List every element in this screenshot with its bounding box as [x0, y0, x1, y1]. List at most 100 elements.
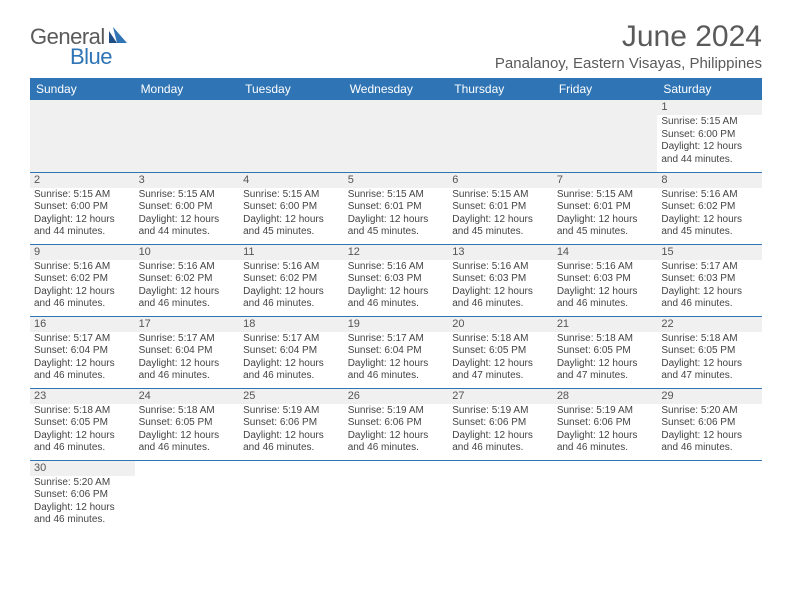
day-details: Sunrise: 5:18 AMSunset: 6:05 PMDaylight:… — [657, 332, 762, 385]
day-details: Sunrise: 5:19 AMSunset: 6:06 PMDaylight:… — [448, 404, 553, 457]
sunset-line: Sunset: 6:06 PM — [348, 417, 445, 430]
sunset-line: Sunset: 6:01 PM — [348, 201, 445, 214]
sunrise-line: Sunrise: 5:17 AM — [139, 333, 236, 346]
day-header: Wednesday — [344, 78, 449, 100]
day-details: Sunrise: 5:16 AMSunset: 6:03 PMDaylight:… — [344, 260, 449, 313]
day-details: Sunrise: 5:19 AMSunset: 6:06 PMDaylight:… — [239, 404, 344, 457]
day-cell: 18Sunrise: 5:17 AMSunset: 6:04 PMDayligh… — [239, 316, 344, 388]
daylight-line: Daylight: 12 hours and 44 minutes. — [661, 141, 758, 166]
day-cell: 8Sunrise: 5:16 AMSunset: 6:02 PMDaylight… — [657, 172, 762, 244]
sunrise-line: Sunrise: 5:19 AM — [348, 405, 445, 418]
sunrise-line: Sunrise: 5:17 AM — [34, 333, 131, 346]
sunset-line: Sunset: 6:02 PM — [243, 273, 340, 286]
day-cell: 15Sunrise: 5:17 AMSunset: 6:03 PMDayligh… — [657, 244, 762, 316]
day-cell — [553, 100, 658, 172]
sunrise-line: Sunrise: 5:16 AM — [348, 261, 445, 274]
day-number: 6 — [448, 173, 553, 188]
daylight-line: Daylight: 12 hours and 45 minutes. — [452, 214, 549, 239]
day-cell: 30Sunrise: 5:20 AMSunset: 6:06 PMDayligh… — [30, 460, 135, 532]
sunset-line: Sunset: 6:05 PM — [139, 417, 236, 430]
sunrise-line: Sunrise: 5:16 AM — [557, 261, 654, 274]
daylight-line: Daylight: 12 hours and 46 minutes. — [139, 358, 236, 383]
sunset-line: Sunset: 6:04 PM — [348, 345, 445, 358]
day-number: 9 — [30, 245, 135, 260]
day-cell — [135, 460, 240, 532]
day-number: 7 — [553, 173, 658, 188]
sunrise-line: Sunrise: 5:15 AM — [452, 189, 549, 202]
day-number: 21 — [553, 317, 658, 332]
day-cell — [448, 460, 553, 532]
sunrise-line: Sunrise: 5:17 AM — [661, 261, 758, 274]
sunset-line: Sunset: 6:06 PM — [452, 417, 549, 430]
sunset-line: Sunset: 6:05 PM — [661, 345, 758, 358]
day-cell: 10Sunrise: 5:16 AMSunset: 6:02 PMDayligh… — [135, 244, 240, 316]
daylight-line: Daylight: 12 hours and 45 minutes. — [557, 214, 654, 239]
daylight-line: Daylight: 12 hours and 46 minutes. — [452, 430, 549, 455]
sunrise-line: Sunrise: 5:17 AM — [243, 333, 340, 346]
day-details: Sunrise: 5:18 AMSunset: 6:05 PMDaylight:… — [553, 332, 658, 385]
day-number: 26 — [344, 389, 449, 404]
day-number: 14 — [553, 245, 658, 260]
daylight-line: Daylight: 12 hours and 46 minutes. — [348, 286, 445, 311]
daylight-line: Daylight: 12 hours and 44 minutes. — [139, 214, 236, 239]
day-details: Sunrise: 5:18 AMSunset: 6:05 PMDaylight:… — [448, 332, 553, 385]
sunset-line: Sunset: 6:06 PM — [34, 489, 131, 502]
day-cell: 9Sunrise: 5:16 AMSunset: 6:02 PMDaylight… — [30, 244, 135, 316]
sunrise-line: Sunrise: 5:15 AM — [243, 189, 340, 202]
day-number: 30 — [30, 461, 135, 476]
sunset-line: Sunset: 6:01 PM — [557, 201, 654, 214]
day-details: Sunrise: 5:17 AMSunset: 6:04 PMDaylight:… — [30, 332, 135, 385]
day-details: Sunrise: 5:17 AMSunset: 6:04 PMDaylight:… — [344, 332, 449, 385]
daylight-line: Daylight: 12 hours and 46 minutes. — [243, 286, 340, 311]
daylight-line: Daylight: 12 hours and 46 minutes. — [243, 358, 340, 383]
day-number: 29 — [657, 389, 762, 404]
daylight-line: Daylight: 12 hours and 46 minutes. — [452, 286, 549, 311]
day-number: 13 — [448, 245, 553, 260]
sunset-line: Sunset: 6:04 PM — [243, 345, 340, 358]
sunrise-line: Sunrise: 5:15 AM — [348, 189, 445, 202]
day-cell: 14Sunrise: 5:16 AMSunset: 6:03 PMDayligh… — [553, 244, 658, 316]
sunrise-line: Sunrise: 5:20 AM — [34, 477, 131, 490]
sunrise-line: Sunrise: 5:16 AM — [243, 261, 340, 274]
sunset-line: Sunset: 6:03 PM — [452, 273, 549, 286]
day-details: Sunrise: 5:15 AMSunset: 6:00 PMDaylight:… — [30, 188, 135, 241]
daylight-line: Daylight: 12 hours and 46 minutes. — [139, 286, 236, 311]
sunrise-line: Sunrise: 5:19 AM — [243, 405, 340, 418]
sunrise-line: Sunrise: 5:16 AM — [661, 189, 758, 202]
sunset-line: Sunset: 6:05 PM — [557, 345, 654, 358]
day-cell — [657, 460, 762, 532]
day-cell: 13Sunrise: 5:16 AMSunset: 6:03 PMDayligh… — [448, 244, 553, 316]
sunrise-line: Sunrise: 5:19 AM — [452, 405, 549, 418]
day-header-row: Sunday Monday Tuesday Wednesday Thursday… — [30, 78, 762, 100]
day-details: Sunrise: 5:18 AMSunset: 6:05 PMDaylight:… — [30, 404, 135, 457]
sunrise-line: Sunrise: 5:18 AM — [34, 405, 131, 418]
sunrise-line: Sunrise: 5:18 AM — [452, 333, 549, 346]
day-number: 12 — [344, 245, 449, 260]
day-details: Sunrise: 5:16 AMSunset: 6:03 PMDaylight:… — [553, 260, 658, 313]
day-header: Tuesday — [239, 78, 344, 100]
sunset-line: Sunset: 6:06 PM — [661, 417, 758, 430]
day-cell — [239, 100, 344, 172]
day-details: Sunrise: 5:15 AMSunset: 6:01 PMDaylight:… — [344, 188, 449, 241]
day-number: 11 — [239, 245, 344, 260]
sunrise-line: Sunrise: 5:16 AM — [34, 261, 131, 274]
day-details: Sunrise: 5:19 AMSunset: 6:06 PMDaylight:… — [553, 404, 658, 457]
day-details: Sunrise: 5:15 AMSunset: 6:00 PMDaylight:… — [657, 115, 762, 168]
day-details: Sunrise: 5:20 AMSunset: 6:06 PMDaylight:… — [657, 404, 762, 457]
day-cell: 22Sunrise: 5:18 AMSunset: 6:05 PMDayligh… — [657, 316, 762, 388]
day-cell: 25Sunrise: 5:19 AMSunset: 6:06 PMDayligh… — [239, 388, 344, 460]
daylight-line: Daylight: 12 hours and 46 minutes. — [661, 430, 758, 455]
day-number: 25 — [239, 389, 344, 404]
day-details: Sunrise: 5:16 AMSunset: 6:02 PMDaylight:… — [135, 260, 240, 313]
sunrise-line: Sunrise: 5:17 AM — [348, 333, 445, 346]
day-details: Sunrise: 5:20 AMSunset: 6:06 PMDaylight:… — [30, 476, 135, 529]
day-cell: 20Sunrise: 5:18 AMSunset: 6:05 PMDayligh… — [448, 316, 553, 388]
location-subtitle: Panalanoy, Eastern Visayas, Philippines — [495, 55, 762, 72]
day-cell: 2Sunrise: 5:15 AMSunset: 6:00 PMDaylight… — [30, 172, 135, 244]
day-details: Sunrise: 5:15 AMSunset: 6:00 PMDaylight:… — [135, 188, 240, 241]
daylight-line: Daylight: 12 hours and 45 minutes. — [348, 214, 445, 239]
week-row: 9Sunrise: 5:16 AMSunset: 6:02 PMDaylight… — [30, 244, 762, 316]
sunset-line: Sunset: 6:02 PM — [139, 273, 236, 286]
sunset-line: Sunset: 6:03 PM — [557, 273, 654, 286]
month-title: June 2024 — [495, 20, 762, 53]
